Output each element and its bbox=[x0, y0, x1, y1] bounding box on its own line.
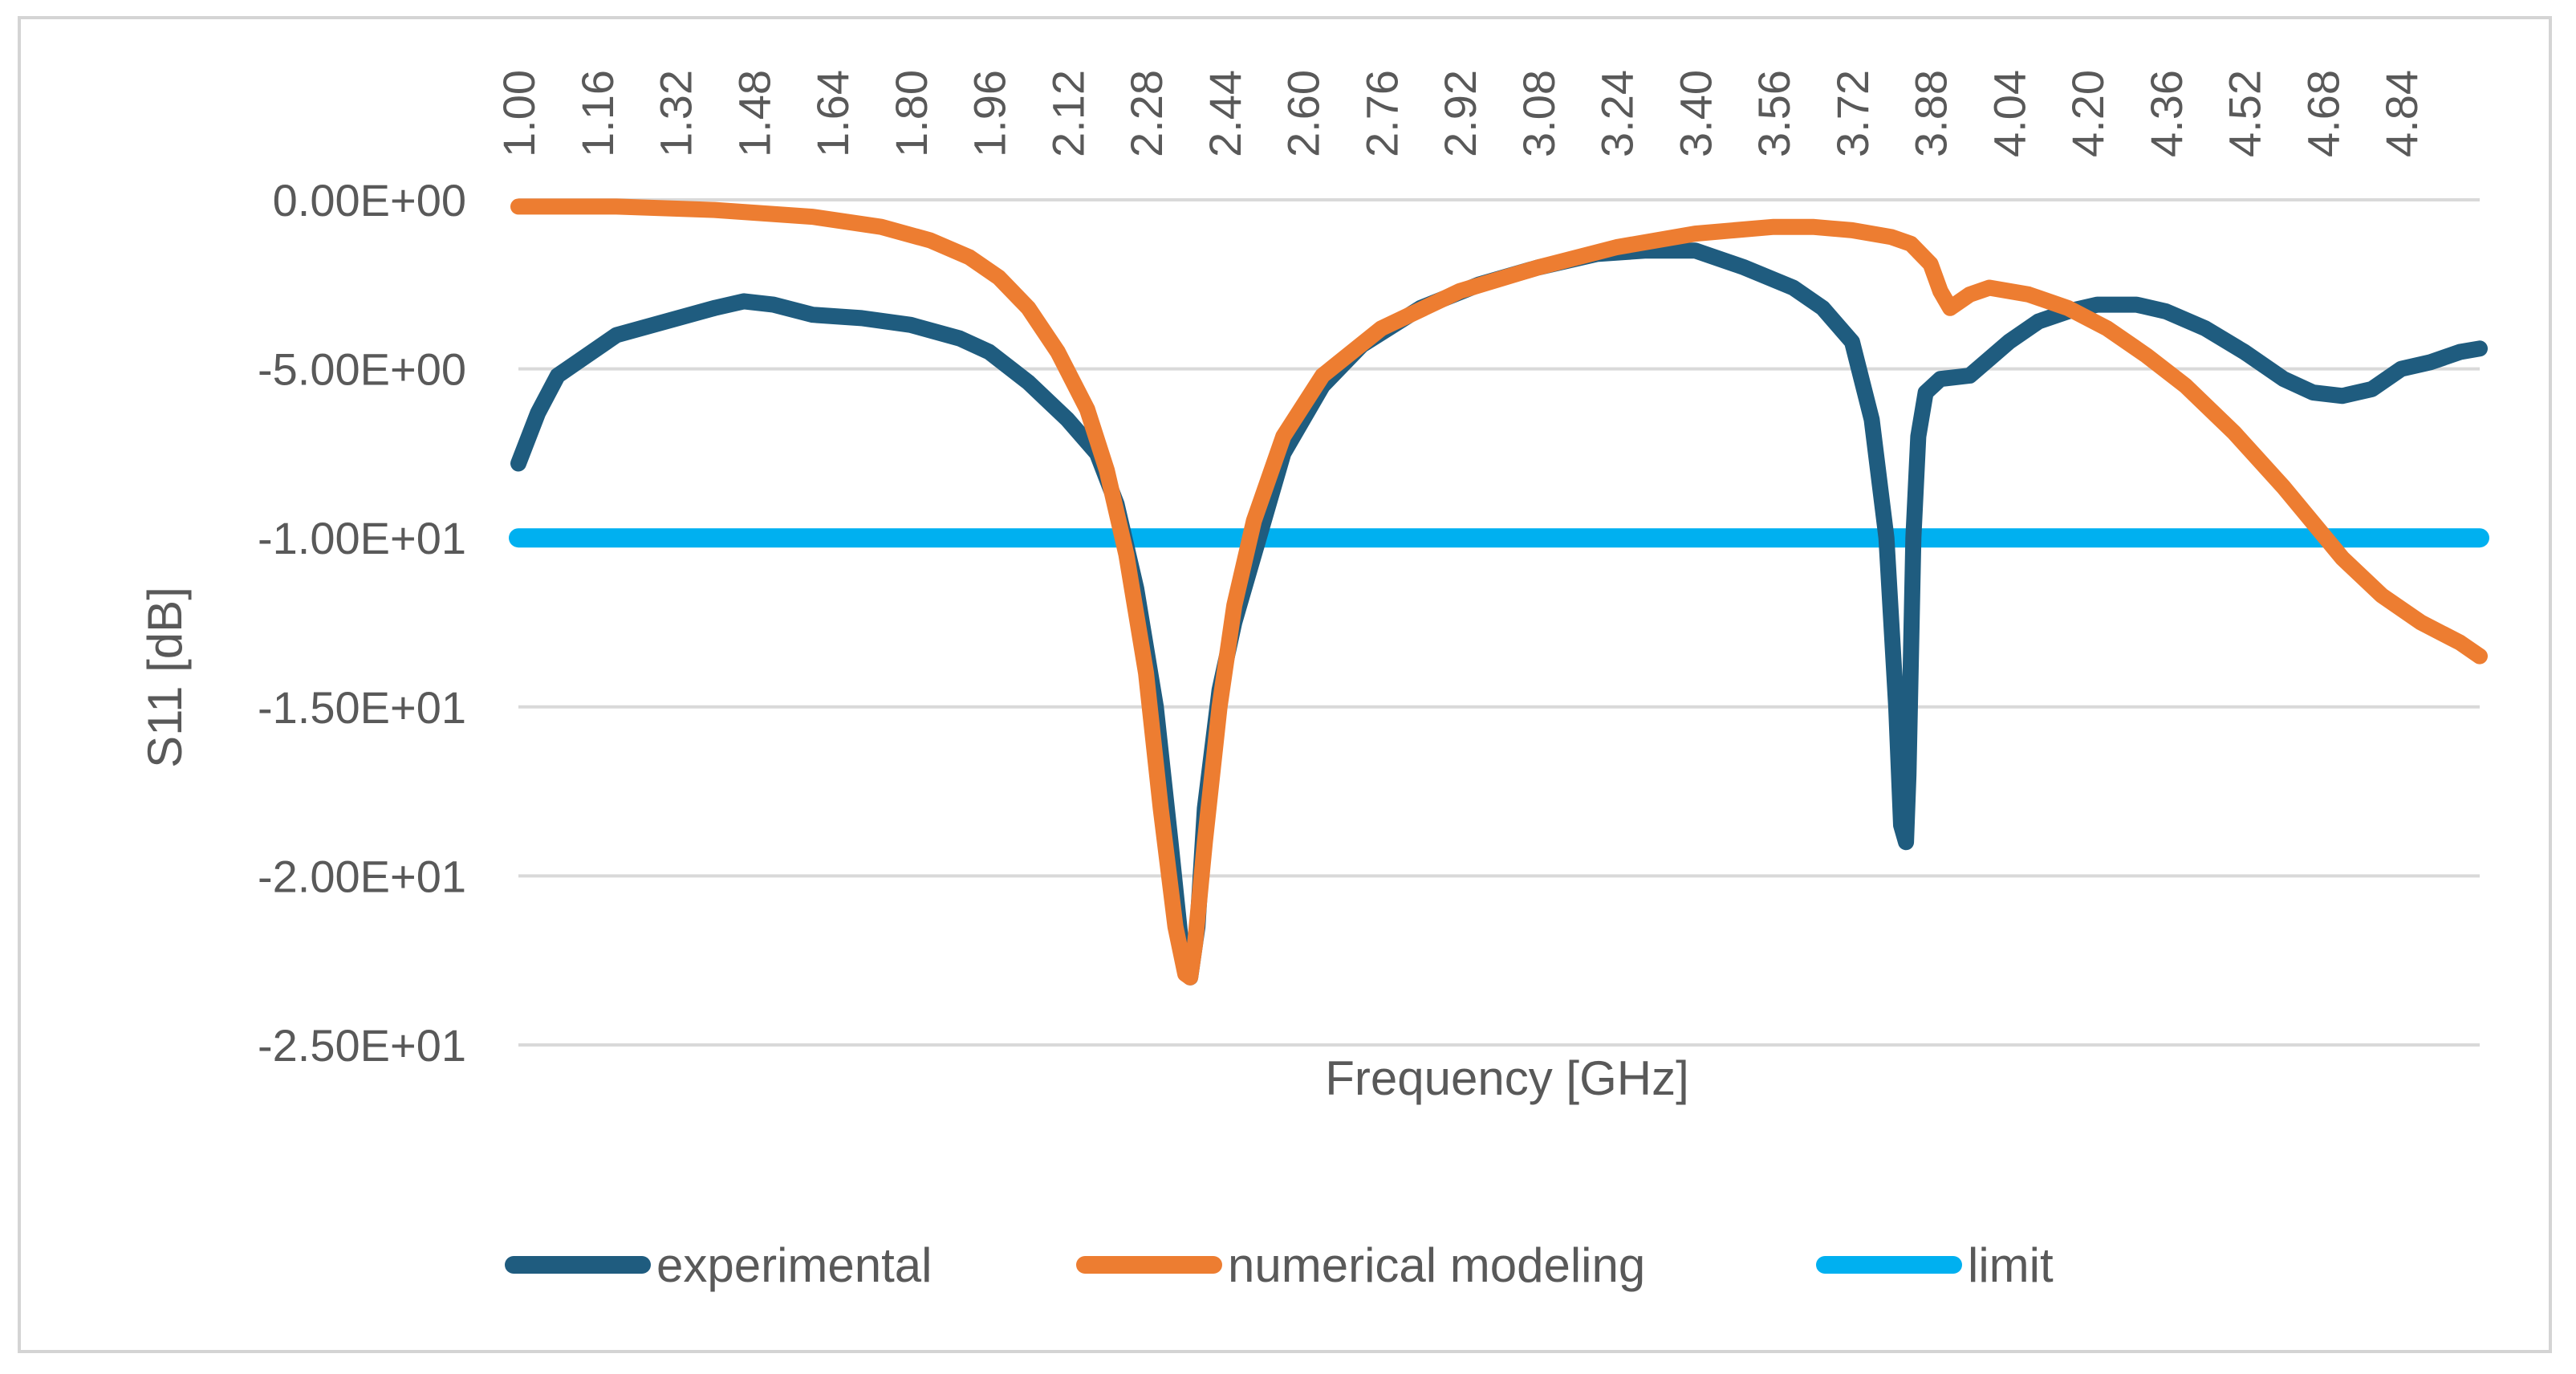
y-tick-label: -2.50E+01 bbox=[258, 1020, 466, 1071]
x-tick-label: 2.76 bbox=[1356, 70, 1407, 157]
x-tick-label: 3.56 bbox=[1749, 70, 1799, 157]
x-tick-label: 4.04 bbox=[1984, 70, 2034, 157]
x-tick-label: 3.72 bbox=[1827, 70, 1878, 157]
y-tick-label: -5.00E+00 bbox=[258, 344, 466, 395]
y-tick-label: -2.00E+01 bbox=[258, 851, 466, 901]
x-tick-label: 2.92 bbox=[1435, 70, 1485, 157]
legend-label: experimental bbox=[656, 1238, 932, 1292]
x-axis-title: Frequency [GHz] bbox=[1325, 1051, 1689, 1105]
legend-item-limit: limit bbox=[1816, 1238, 2054, 1292]
x-tick-label: 1.48 bbox=[729, 70, 779, 157]
x-tick-label: 2.12 bbox=[1042, 70, 1093, 157]
y-tick-label: 0.00E+00 bbox=[273, 175, 466, 226]
x-tick-label: 2.60 bbox=[1278, 70, 1329, 157]
chart-frame: 0.00E+00 -5.00E+00 -1.00E+01 -1.50E+01 -2.00… bbox=[18, 16, 2552, 1353]
series-lines bbox=[509, 198, 2489, 986]
x-tick-label: 1.96 bbox=[965, 70, 1015, 157]
legend-item-numerical-modeling: numerical modeling bbox=[1076, 1238, 1645, 1292]
x-tick-label: 1.32 bbox=[651, 70, 701, 157]
legend-item-experimental: experimental bbox=[505, 1238, 932, 1292]
series-line-experimental bbox=[510, 242, 2488, 986]
x-tick-label: 3.88 bbox=[1906, 70, 1956, 157]
y-axis-tick-labels: 0.00E+00 -5.00E+00 -1.00E+01 -1.50E+01 -2.00… bbox=[258, 175, 466, 1071]
x-tick-label: 2.44 bbox=[1200, 70, 1250, 157]
legend-label: limit bbox=[1968, 1238, 2054, 1292]
x-axis-tick-labels: 1.00 1.16 1.32 1.48 1.64 1.80 1.96 2.12 2.28 2.44… bbox=[494, 70, 2427, 157]
x-tick-label: 4.36 bbox=[2141, 70, 2192, 157]
x-tick-label: 4.68 bbox=[2298, 70, 2348, 157]
s11-line-chart: 0.00E+00 -5.00E+00 -1.00E+01 -1.50E+01 -2.00… bbox=[138, 70, 2489, 1292]
x-tick-label: 1.80 bbox=[886, 70, 937, 157]
x-tick-label: 3.08 bbox=[1514, 70, 1564, 157]
legend: experimental numerical modeling limit bbox=[505, 1238, 2054, 1292]
x-tick-label: 4.20 bbox=[2062, 70, 2113, 157]
series-line-numerical-modeling bbox=[510, 198, 2488, 986]
x-tick-label: 1.16 bbox=[572, 70, 623, 157]
x-tick-label: 1.00 bbox=[494, 70, 544, 157]
legend-label: numerical modeling bbox=[1228, 1238, 1645, 1292]
x-tick-label: 4.84 bbox=[2376, 70, 2427, 157]
x-tick-label: 2.28 bbox=[1121, 70, 1172, 157]
x-tick-label: 4.52 bbox=[2220, 70, 2270, 157]
y-tick-label: -1.50E+01 bbox=[258, 682, 466, 733]
y-tick-label: -1.00E+01 bbox=[258, 513, 466, 563]
x-tick-label: 1.64 bbox=[807, 70, 858, 157]
x-tick-label: 3.40 bbox=[1670, 70, 1721, 157]
x-tick-label: 3.24 bbox=[1592, 70, 1643, 157]
y-axis-title: S11 [dB] bbox=[138, 587, 192, 768]
